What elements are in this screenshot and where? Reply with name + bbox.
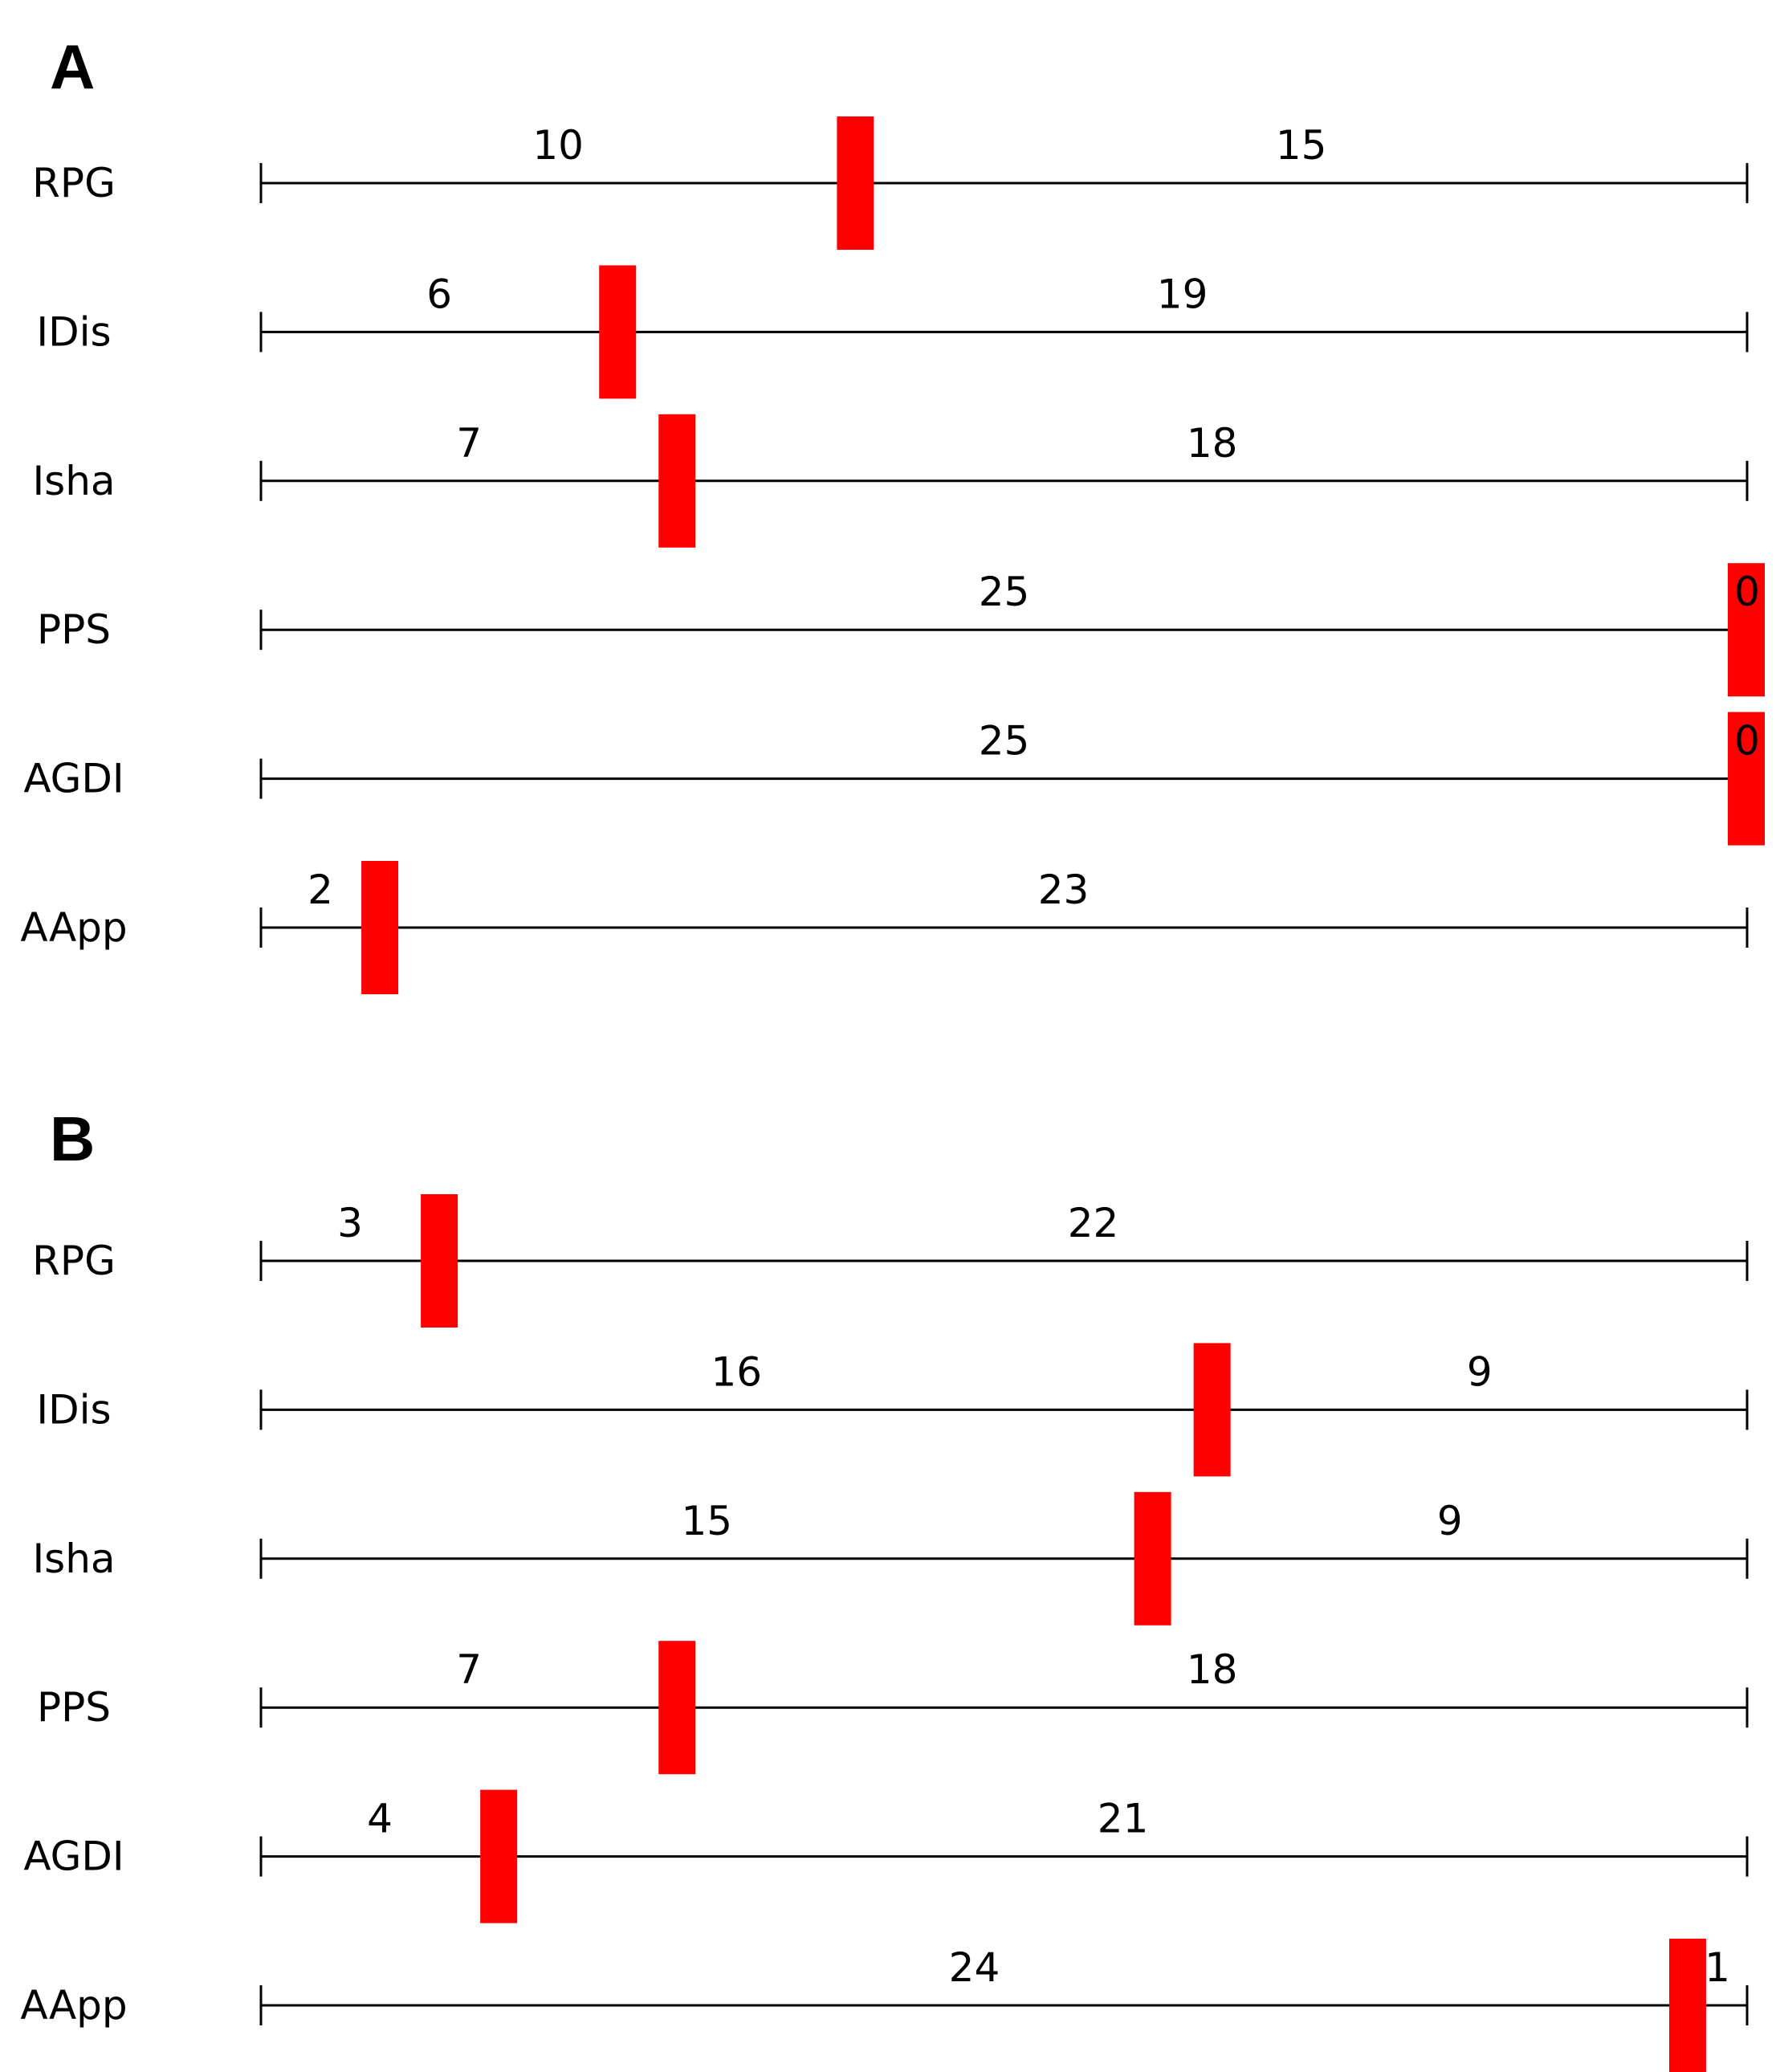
row-label: Isha <box>32 458 115 504</box>
split-marker <box>1668 1939 1706 2072</box>
row-aapp: AApp 24 1 <box>20 1939 1749 2072</box>
left-count-label: 3 <box>337 1200 363 1246</box>
row-idis: IDis 6 19 <box>36 265 1749 399</box>
right-count-label: 0 <box>1734 569 1760 615</box>
row-label: PPS <box>37 606 111 653</box>
row-label: AApp <box>20 1982 127 2029</box>
split-marker <box>1193 1343 1231 1477</box>
row-isha: Isha 15 9 <box>32 1491 1749 1625</box>
right-count-label: 23 <box>1038 867 1090 913</box>
split-marker <box>658 414 696 548</box>
row-aapp: AApp 2 23 <box>20 861 1749 994</box>
split-marker <box>421 1194 458 1328</box>
left-count-label: 10 <box>532 122 584 169</box>
right-count-label: 22 <box>1068 1200 1119 1246</box>
row-agdi: AGDI 25 0 <box>23 712 1765 846</box>
left-count-label: 25 <box>979 569 1030 615</box>
split-marker <box>480 1789 518 1923</box>
right-count-label: 0 <box>1734 718 1760 765</box>
right-count-label: 18 <box>1187 420 1238 467</box>
row-label: AApp <box>20 904 127 951</box>
row-pps: PPS 25 0 <box>37 563 1765 697</box>
row-label: IDis <box>36 308 111 355</box>
left-count-label: 7 <box>456 420 482 467</box>
left-count-label: 7 <box>456 1646 482 1693</box>
panel-a: A RPG 10 15 IDis 6 19 Isha 7 18 PPS 25 0 AGDI 25 0 AApp 2… <box>20 31 1765 994</box>
row-label: Isha <box>32 1536 115 1582</box>
row-agdi: AGDI 4 21 <box>23 1789 1749 1923</box>
right-count-label: 9 <box>1437 1498 1463 1544</box>
right-count-label: 21 <box>1098 1796 1149 1842</box>
left-count-label: 4 <box>367 1796 393 1842</box>
left-count-label: 2 <box>308 867 333 913</box>
right-count-label: 9 <box>1467 1348 1493 1395</box>
left-count-label: 6 <box>426 271 452 317</box>
split-marker <box>1728 563 1765 697</box>
row-rpg: RPG 10 15 <box>32 116 1749 250</box>
right-count-label: 1 <box>1705 1944 1730 1991</box>
split-marker <box>658 1641 696 1775</box>
split-marker <box>599 265 637 399</box>
right-count-label: 15 <box>1276 122 1327 169</box>
split-marker <box>1134 1491 1171 1625</box>
split-marker <box>361 861 399 994</box>
row-isha: Isha 7 18 <box>32 414 1749 548</box>
row-label: RPG <box>32 1238 116 1284</box>
panel-label: A <box>50 31 95 102</box>
left-count-label: 24 <box>949 1944 1000 1991</box>
row-label: AGDI <box>23 756 124 802</box>
left-count-label: 25 <box>979 718 1030 765</box>
row-label: RPG <box>32 160 116 206</box>
split-marker <box>1728 712 1765 846</box>
row-rpg: RPG 3 22 <box>32 1194 1749 1328</box>
row-label: PPS <box>37 1684 111 1731</box>
row-label: IDis <box>36 1386 111 1433</box>
left-count-label: 16 <box>711 1348 763 1395</box>
split-marker <box>837 116 874 250</box>
left-count-label: 15 <box>681 1498 732 1544</box>
panel-b: B RPG 3 22 IDis 16 9 Isha 15 9 PPS 7 18 AGDI 4 21 AApp 24… <box>20 1103 1749 2072</box>
row-label: AGDI <box>23 1833 124 1880</box>
row-idis: IDis 16 9 <box>36 1343 1749 1477</box>
right-count-label: 18 <box>1187 1646 1238 1693</box>
row-pps: PPS 7 18 <box>37 1641 1749 1775</box>
right-count-label: 19 <box>1157 271 1208 317</box>
panel-label: B <box>50 1103 95 1174</box>
